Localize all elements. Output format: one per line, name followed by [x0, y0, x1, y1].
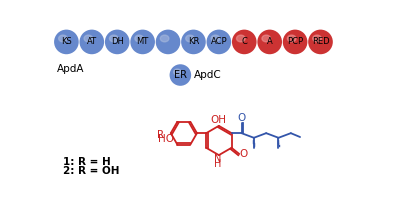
- Ellipse shape: [110, 35, 118, 42]
- Ellipse shape: [174, 69, 181, 75]
- Text: C: C: [241, 37, 247, 46]
- Text: A: A: [267, 37, 272, 46]
- Circle shape: [80, 30, 104, 54]
- Circle shape: [232, 30, 256, 54]
- Circle shape: [308, 30, 333, 54]
- Text: N: N: [214, 154, 221, 164]
- Text: RED: RED: [312, 37, 329, 46]
- Text: DH: DH: [111, 37, 124, 46]
- Text: ApdA: ApdA: [57, 64, 85, 74]
- Circle shape: [130, 30, 155, 54]
- Text: OH: OH: [211, 115, 227, 125]
- Circle shape: [181, 30, 206, 54]
- Ellipse shape: [160, 35, 169, 42]
- Text: KS: KS: [61, 37, 72, 46]
- Ellipse shape: [313, 35, 321, 42]
- Ellipse shape: [211, 35, 220, 42]
- Text: KR: KR: [188, 37, 199, 46]
- Ellipse shape: [236, 35, 245, 42]
- Circle shape: [170, 64, 191, 86]
- Text: O: O: [238, 113, 246, 123]
- Text: PCP: PCP: [287, 37, 303, 46]
- Text: R: R: [158, 130, 165, 140]
- Ellipse shape: [262, 35, 270, 42]
- Text: O: O: [240, 149, 248, 159]
- Text: ER: ER: [174, 70, 187, 80]
- Text: AT: AT: [87, 37, 97, 46]
- Ellipse shape: [186, 35, 194, 42]
- Circle shape: [156, 30, 180, 54]
- Circle shape: [257, 30, 282, 54]
- Text: 2: R = OH: 2: R = OH: [62, 166, 119, 176]
- Text: 1: R = H: 1: R = H: [62, 157, 110, 167]
- Text: ACP: ACP: [210, 37, 227, 46]
- Ellipse shape: [84, 35, 93, 42]
- Ellipse shape: [59, 35, 67, 42]
- Ellipse shape: [287, 35, 296, 42]
- Circle shape: [206, 30, 231, 54]
- Circle shape: [54, 30, 79, 54]
- Text: H: H: [214, 159, 221, 169]
- Text: ApdC: ApdC: [194, 70, 221, 80]
- Circle shape: [283, 30, 308, 54]
- Text: MT: MT: [136, 37, 149, 46]
- Circle shape: [105, 30, 130, 54]
- Text: HO: HO: [158, 134, 174, 144]
- Ellipse shape: [135, 35, 144, 42]
